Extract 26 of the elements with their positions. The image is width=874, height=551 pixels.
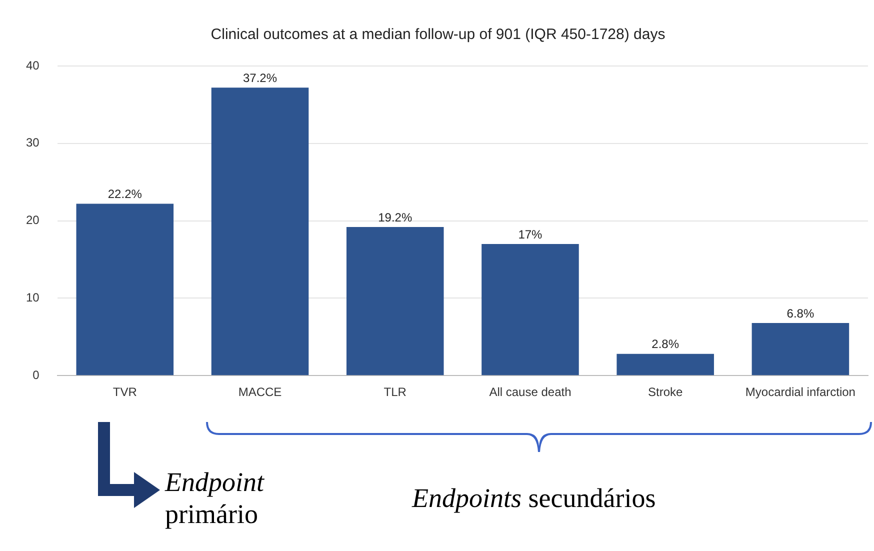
data-label: 19.2%: [378, 210, 412, 224]
data-label: 37.2%: [242, 70, 278, 85]
y-tick-label: 20: [26, 213, 40, 228]
bar: [616, 354, 714, 376]
bar: [482, 244, 579, 376]
data-label: 6.8%: [786, 306, 814, 320]
bar: [346, 226, 444, 376]
x-tick-label: Stroke: [648, 385, 683, 400]
bar: [76, 204, 174, 376]
x-tick-label: TLR: [384, 385, 407, 400]
data-label: 2.8%: [652, 337, 680, 352]
y-tick-label: 30: [26, 136, 40, 150]
text: Endpoints secundários: [412, 482, 657, 514]
bar: [752, 322, 850, 376]
data-label: 17%: [518, 227, 543, 242]
x-tick-label: All cause death: [489, 385, 572, 400]
text: Endpoint primário: [165, 466, 266, 530]
bar: [211, 88, 309, 376]
y-tick-label: 10: [26, 290, 40, 305]
y-tick-label: 0: [32, 368, 40, 382]
x-tick-label: Myocardial infarction: [745, 385, 856, 400]
x-tick-label: MACCE: [238, 385, 282, 400]
x-tick-label: TVR: [112, 385, 138, 400]
data-label: 22.2%: [108, 187, 142, 202]
y-tick-label: 40: [26, 58, 40, 72]
chart-title: Clinical outcomes at a median follow-up of 901 (IQR 450-1728) days: [210, 26, 666, 44]
